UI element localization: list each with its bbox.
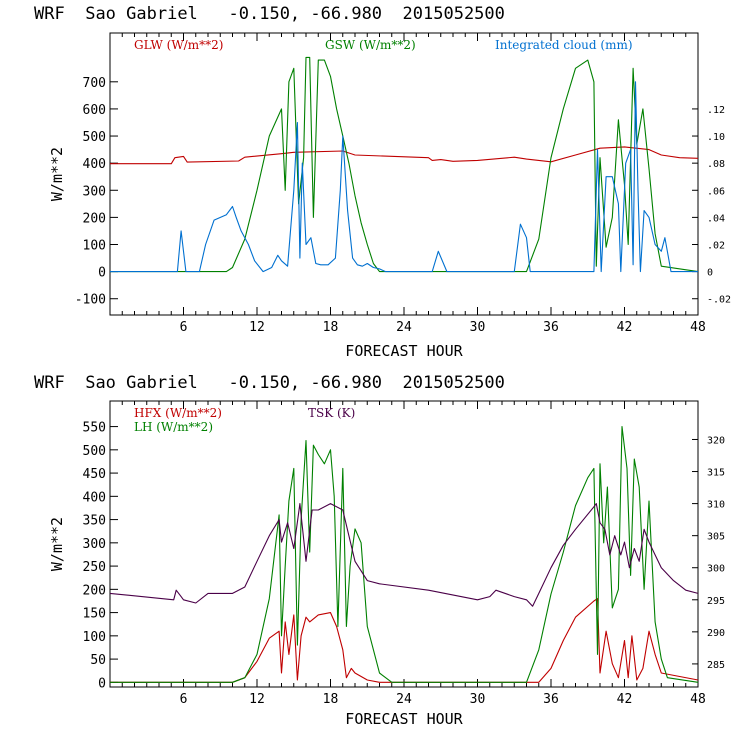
bottom-x-tick-label: 12 [249, 692, 265, 707]
top-y2-tick-label: .02 [707, 241, 725, 252]
bottom-y-axis-title: W/m**2 [48, 517, 66, 571]
top-x-axis-title: FORECAST HOUR [345, 342, 463, 360]
top-y2-tick-label: .06 [707, 186, 725, 197]
top-y-tick-label: 700 [83, 76, 106, 91]
top-x-tick-label: 30 [470, 320, 486, 335]
bottom-y2-tick-label: 295 [707, 596, 725, 607]
bottom-x-tick-label: 6 [180, 692, 188, 707]
bottom-y-tick-label: 200 [83, 583, 106, 598]
top-y2-tick-label: .12 [707, 105, 725, 116]
top-y-tick-label: 0 [98, 266, 106, 281]
top-y2-tick-label: 0 [707, 268, 713, 279]
top-x-tick-label: 24 [396, 320, 412, 335]
top-plot-frame [109, 32, 699, 316]
top-chart-title: WRF Sao Gabriel -0.150, -66.980 20150525… [34, 4, 505, 24]
top-x-tick-label: 6 [180, 320, 188, 335]
top-y-tick-label: 600 [83, 103, 106, 118]
bottom-y2-tick-label: 310 [707, 500, 725, 511]
bottom-y-tick-label: 250 [83, 560, 106, 575]
bottom-x-tick-label: 18 [323, 692, 339, 707]
bottom-y-tick-label: 450 [83, 467, 106, 482]
bottom-y2-tick-label: 285 [707, 660, 725, 671]
top-y-tick-label: 400 [83, 157, 106, 172]
bottom-y-tick-label: 100 [83, 630, 106, 645]
bottom-y2-tick-label: 290 [707, 628, 725, 639]
top-y-tick-label: 500 [83, 130, 106, 145]
bottom-y-tick-label: 150 [83, 607, 106, 622]
bottom-legend-entry: LH (W/m**2) [134, 420, 213, 434]
bottom-legend-entry: HFX (W/m**2) [134, 406, 222, 420]
top-legend-entry: GSW (W/m**2) [325, 38, 416, 52]
top-y-tick-label: 100 [83, 239, 106, 254]
top-series-gsw [110, 56, 699, 273]
top-x-tick-label: 42 [617, 320, 633, 335]
top-x-tick-label: 12 [249, 320, 265, 335]
bottom-y-tick-label: 50 [90, 653, 106, 668]
bottom-y-tick-label: 400 [83, 490, 106, 505]
bottom-y-tick-label: 350 [83, 514, 106, 529]
bottom-x-tick-label: 48 [690, 692, 706, 707]
bottom-chart: 6 12 18 24 30 36 42 48 0 50 100 150 200 250 300 350 400 4… [48, 400, 725, 728]
bottom-y2-tick-label: 315 [707, 468, 725, 479]
top-legend-entry: Integrated cloud (mm) [495, 38, 633, 52]
bottom-y2-tick-label: 300 [707, 564, 725, 575]
bottom-series-hfx [110, 598, 699, 683]
top-y2-tick-label: .08 [707, 159, 725, 170]
top-chart: 6 12 18 24 30 36 42 48 -100 0 100 200 300 400 500 600 70… [48, 32, 731, 360]
bottom-series-tsk [109, 503, 699, 607]
top-y-tick-label: 300 [83, 184, 106, 199]
top-x-tick-label: 48 [690, 320, 706, 335]
top-y-tick-label: -100 [75, 293, 106, 308]
bottom-y-tick-label: 300 [83, 537, 106, 552]
bottom-x-axis-title: FORECAST HOUR [345, 710, 463, 728]
top-series-integrated-cloud [110, 81, 698, 273]
bottom-x-tick-label: 24 [396, 692, 412, 707]
top-x-tick-label: 18 [323, 320, 339, 335]
bottom-y-tick-label: 500 [83, 444, 106, 459]
top-x-tick-label: 36 [543, 320, 559, 335]
bottom-x-tick-label: 42 [617, 692, 633, 707]
bottom-y2-tick-label: 320 [707, 435, 725, 446]
bottom-y-tick-label: 550 [83, 421, 106, 436]
top-y2-tick-label: -.02 [707, 295, 731, 306]
bottom-y2-tick-label: 305 [707, 532, 725, 543]
top-legend-entry: GLW (W/m**2) [134, 38, 223, 52]
bottom-x-tick-label: 30 [470, 692, 486, 707]
top-y2-tick-label: .04 [707, 213, 725, 224]
top-series-glw [110, 146, 699, 165]
bottom-y-tick-label: 0 [98, 676, 106, 691]
bottom-x-tick-label: 36 [543, 692, 559, 707]
top-y2-tick-label: .10 [707, 132, 725, 143]
top-y-axis-title: W/m**2 [48, 147, 66, 201]
top-y-tick-label: 200 [83, 211, 106, 226]
bottom-chart-title: WRF Sao Gabriel -0.150, -66.980 20150525… [34, 373, 505, 393]
bottom-series-lh [110, 426, 699, 683]
bottom-legend-entry: TSK (K) [308, 406, 355, 420]
